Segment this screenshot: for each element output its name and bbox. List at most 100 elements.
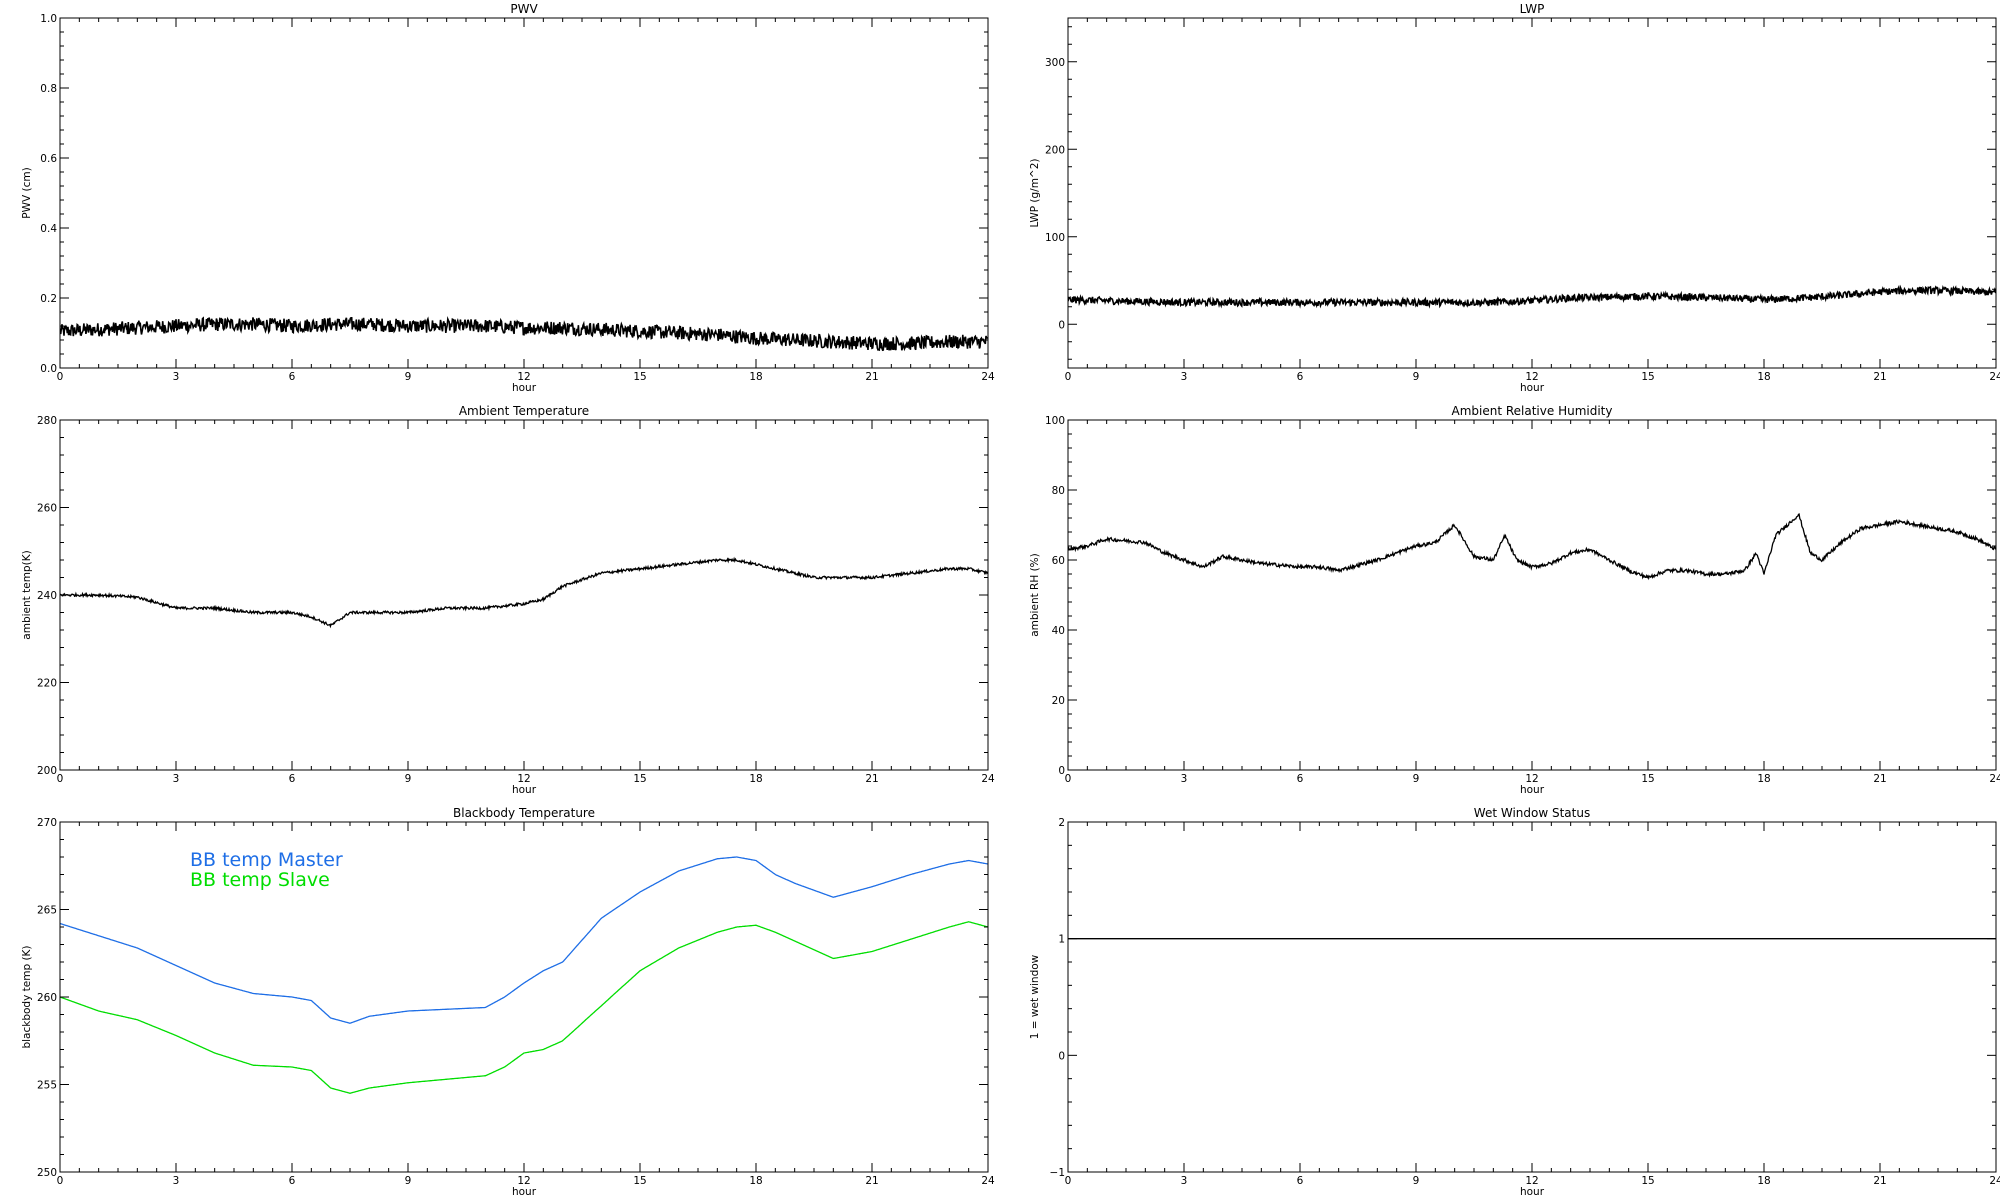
legend-entry-bb-temp-master: BB temp Master — [190, 849, 343, 871]
x-tick-label: 12 — [517, 1175, 530, 1187]
x-tick-label: 0 — [57, 773, 64, 785]
chart-title: Ambient Temperature — [459, 404, 589, 418]
y-tick-label: 260 — [37, 503, 57, 515]
y-tick-label: 270 — [37, 817, 57, 829]
series-line-1 — [1068, 284, 1996, 309]
y-tick-label: 240 — [37, 590, 57, 602]
x-tick-label: 6 — [289, 773, 296, 785]
chart-panel-2: 0 3 6 9 12 15 18 21 24 0 100 200 300 LWP hour LWP (g/m^… — [1029, 2, 2000, 394]
y-tick-label: 60 — [1052, 555, 1065, 567]
x-tick-label: 6 — [289, 371, 296, 383]
x-tick-label: 9 — [405, 371, 412, 383]
x-tick-label: 6 — [289, 1175, 296, 1187]
x-tick-label: 18 — [1757, 371, 1770, 383]
x-tick-label: 9 — [1413, 371, 1420, 383]
chart-title: LWP — [1520, 2, 1545, 16]
y-tick-label: 1 — [1058, 934, 1065, 946]
y-tick-label: 0.0 — [40, 363, 57, 375]
x-tick-label: 0 — [57, 1175, 64, 1187]
y-tick-label: 80 — [1052, 485, 1065, 497]
y-tick-label: 220 — [37, 678, 57, 690]
x-tick-label: 0 — [57, 371, 64, 383]
y-tick-label: 2 — [1058, 817, 1065, 829]
x-axis-label: hour — [1520, 382, 1545, 394]
x-tick-label: 12 — [517, 371, 530, 383]
y-tick-label: 20 — [1052, 695, 1065, 707]
plot-area — [1068, 513, 1996, 581]
y-tick-label: 0.6 — [40, 153, 57, 165]
y-axis-label: ambient RH (%) — [1029, 553, 1041, 637]
x-axis-label: hour — [512, 382, 537, 394]
x-tick-label: 9 — [405, 1175, 412, 1187]
series-line-1 — [1068, 513, 1996, 581]
plot-area — [60, 556, 988, 629]
x-tick-label: 12 — [1525, 371, 1538, 383]
y-tick-label: 255 — [37, 1080, 57, 1092]
y-tick-label: 200 — [1045, 144, 1065, 156]
plot-frame — [1067, 821, 1997, 1173]
chart-title: Wet Window Status — [1474, 806, 1590, 820]
x-tick-label: 15 — [633, 371, 646, 383]
chart-title: PWV — [510, 2, 538, 16]
y-tick-label: 260 — [37, 992, 57, 1004]
x-tick-label: 0 — [1065, 371, 1072, 383]
series-line-bb-temp-master — [60, 856, 988, 1024]
x-tick-label: 21 — [1873, 1175, 1886, 1187]
y-tick-label: 0.8 — [40, 83, 57, 95]
x-tick-label: 21 — [1873, 371, 1886, 383]
y-tick-label: 1.0 — [40, 13, 57, 25]
x-tick-label: 3 — [1181, 371, 1188, 383]
x-tick-label: 24 — [1989, 773, 2000, 785]
y-tick-label: 265 — [37, 905, 57, 917]
x-tick-label: 24 — [1989, 371, 2000, 383]
y-axis-label: ambient temp(K) — [21, 550, 33, 639]
y-tick-label: 200 — [37, 765, 57, 777]
series-line-1 — [60, 556, 988, 629]
x-tick-label: 24 — [1989, 1175, 2000, 1187]
x-tick-label: 3 — [173, 773, 180, 785]
x-tick-label: 12 — [1525, 773, 1538, 785]
x-tick-label: 18 — [1757, 773, 1770, 785]
series-line-bb-temp-slave — [60, 921, 988, 1094]
chart-title: Blackbody Temperature — [453, 806, 595, 820]
y-axis-label: LWP (g/m^2) — [1029, 158, 1041, 227]
y-tick-label: 280 — [37, 415, 57, 427]
x-tick-label: 15 — [1641, 1175, 1654, 1187]
x-tick-label: 15 — [633, 1175, 646, 1187]
plot-area — [60, 856, 988, 1094]
x-tick-label: 18 — [1757, 1175, 1770, 1187]
y-tick-label: 0 — [1058, 319, 1065, 331]
x-tick-label: 0 — [1065, 773, 1072, 785]
x-tick-label: 24 — [981, 773, 995, 785]
chart-panel-1: 0 3 6 9 12 15 18 21 24 0.0 0.2 0.4 0.6 0.8 1.0 PWV hour P… — [21, 2, 995, 394]
x-tick-label: 12 — [1525, 1175, 1538, 1187]
x-tick-label: 15 — [1641, 371, 1654, 383]
x-tick-label: 12 — [517, 773, 530, 785]
plot-frame — [59, 419, 989, 771]
plot-frame — [59, 17, 989, 369]
x-axis-label: hour — [512, 1186, 537, 1198]
x-tick-label: 18 — [749, 1175, 762, 1187]
y-tick-label: 0 — [1058, 1050, 1065, 1062]
y-tick-label: −1 — [1050, 1167, 1065, 1179]
plot-area — [1068, 284, 1996, 309]
y-axis-label: 1 = wet window — [1029, 954, 1041, 1039]
x-tick-label: 24 — [981, 371, 995, 383]
x-axis-label: hour — [512, 784, 537, 796]
x-tick-label: 3 — [1181, 773, 1188, 785]
plot-frame — [1067, 419, 1997, 771]
chart-panel-4: 0 3 6 9 12 15 18 21 24 0 20 40 60 80 100 Ambient Relati… — [1029, 404, 2000, 796]
chart-panel-3: 0 3 6 9 12 15 18 21 24 200 220 240 260 280 Ambient Tem… — [21, 404, 995, 796]
y-tick-label: 100 — [1045, 415, 1065, 427]
y-tick-label: 300 — [1045, 57, 1065, 69]
y-tick-label: 0.2 — [40, 293, 57, 305]
x-tick-label: 15 — [1641, 773, 1654, 785]
x-tick-label: 18 — [749, 773, 762, 785]
x-tick-label: 6 — [1297, 371, 1304, 383]
y-tick-label: 250 — [37, 1167, 57, 1179]
chart-title: Ambient Relative Humidity — [1452, 404, 1613, 418]
x-tick-label: 21 — [865, 1175, 878, 1187]
x-tick-label: 15 — [633, 773, 646, 785]
